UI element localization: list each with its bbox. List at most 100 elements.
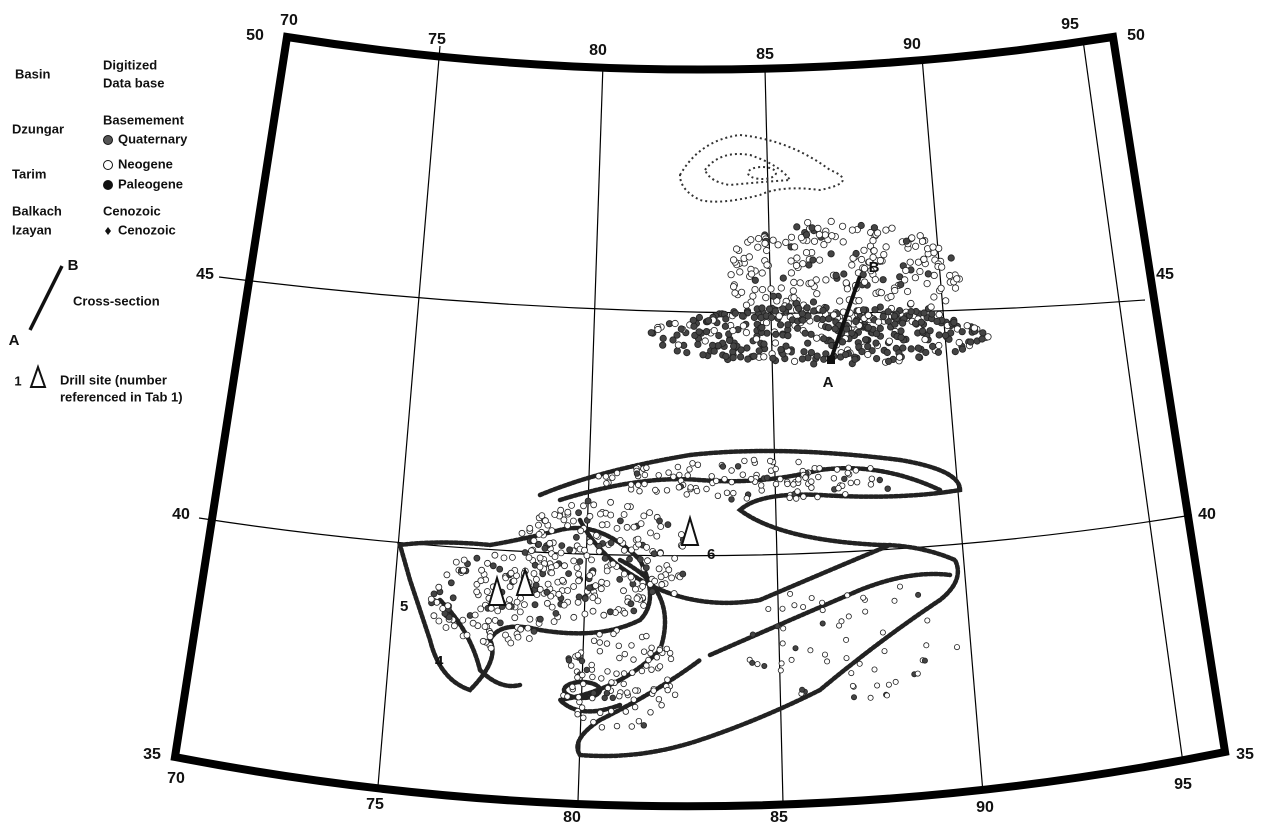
data-point (795, 476, 802, 483)
drill-site (487, 574, 507, 606)
data-point (725, 336, 734, 345)
data-point (544, 599, 551, 607)
lon-label: 90 (976, 799, 994, 816)
data-point (514, 633, 522, 641)
data-point (570, 583, 577, 590)
data-point (906, 258, 914, 266)
data-point (658, 581, 666, 588)
data-point (477, 577, 485, 585)
data-point (736, 268, 744, 276)
lat-label: 50 (246, 27, 264, 44)
data-point (581, 610, 589, 618)
data-point (789, 287, 797, 295)
data-point (500, 554, 508, 562)
data-point (769, 292, 777, 300)
data-point (802, 249, 811, 257)
legend-section-line (28, 265, 64, 331)
data-point (911, 319, 920, 328)
data-point (574, 598, 582, 606)
contour (557, 466, 943, 503)
data-point (841, 350, 850, 359)
data-point (636, 488, 643, 495)
data-point (858, 347, 866, 356)
data-point (953, 275, 961, 283)
data-point (622, 708, 629, 715)
data-point (667, 655, 675, 663)
data-point (646, 509, 653, 516)
data-point (790, 278, 798, 286)
data-point (430, 590, 438, 598)
data-point (640, 722, 647, 729)
data-point (655, 472, 662, 479)
data-point (870, 247, 878, 255)
data-point (621, 609, 629, 617)
legend-label: Cross-section (73, 293, 160, 308)
data-point (530, 537, 538, 545)
data-point (656, 663, 664, 670)
data-point (777, 475, 784, 483)
legend-label: Drill site (number (60, 372, 167, 387)
data-point (473, 554, 481, 562)
data-point (575, 509, 582, 517)
drill-site (680, 514, 700, 546)
data-point (702, 327, 711, 336)
meridian (921, 56, 984, 794)
data-point (750, 313, 759, 322)
data-point (575, 694, 582, 701)
data-point (897, 583, 904, 590)
cross-section-line (828, 275, 862, 363)
data-point (613, 670, 620, 677)
data-point (813, 290, 821, 298)
data-point (865, 258, 873, 266)
data-point (921, 657, 928, 664)
data-point (575, 577, 582, 585)
data-point (923, 279, 931, 288)
data-point (758, 323, 766, 332)
data-point (632, 585, 639, 593)
data-point (871, 306, 879, 314)
data-point (946, 271, 954, 280)
data-point (873, 229, 882, 237)
legend-item: Basemement (103, 112, 185, 127)
data-point (430, 612, 438, 620)
data-point (531, 601, 539, 609)
data-point (847, 479, 854, 487)
data-point (546, 539, 554, 547)
data-point (557, 506, 565, 514)
lat-label: 50 (1127, 27, 1145, 44)
data-point (921, 335, 929, 344)
legend-symbol (29, 363, 47, 388)
data-point (679, 570, 687, 578)
data-point (471, 611, 479, 619)
data-point (608, 707, 615, 715)
data-point (802, 231, 811, 239)
data-point (704, 317, 713, 325)
data-point (822, 651, 829, 658)
data-point (897, 333, 905, 341)
data-point (502, 631, 509, 639)
lat-label: 35 (143, 746, 161, 763)
data-point (754, 661, 761, 668)
contour (397, 525, 653, 693)
data-point (664, 686, 671, 694)
data-point (658, 702, 665, 709)
legend-item: Quaternary (118, 131, 188, 146)
data-point (628, 723, 635, 730)
data-point (609, 474, 616, 481)
data-point (532, 581, 540, 589)
data-point (657, 573, 665, 581)
data-point (713, 477, 720, 485)
data-point (671, 554, 679, 562)
data-point (596, 648, 604, 655)
data-point (738, 312, 747, 320)
data-point (580, 680, 587, 688)
data-point (598, 724, 606, 731)
data-point (791, 602, 798, 609)
data-point (607, 498, 614, 506)
data-point (967, 338, 975, 346)
data-point (593, 532, 600, 539)
data-point (578, 657, 586, 665)
data-point (824, 658, 831, 665)
data-point (505, 603, 513, 610)
data-point (652, 486, 659, 494)
